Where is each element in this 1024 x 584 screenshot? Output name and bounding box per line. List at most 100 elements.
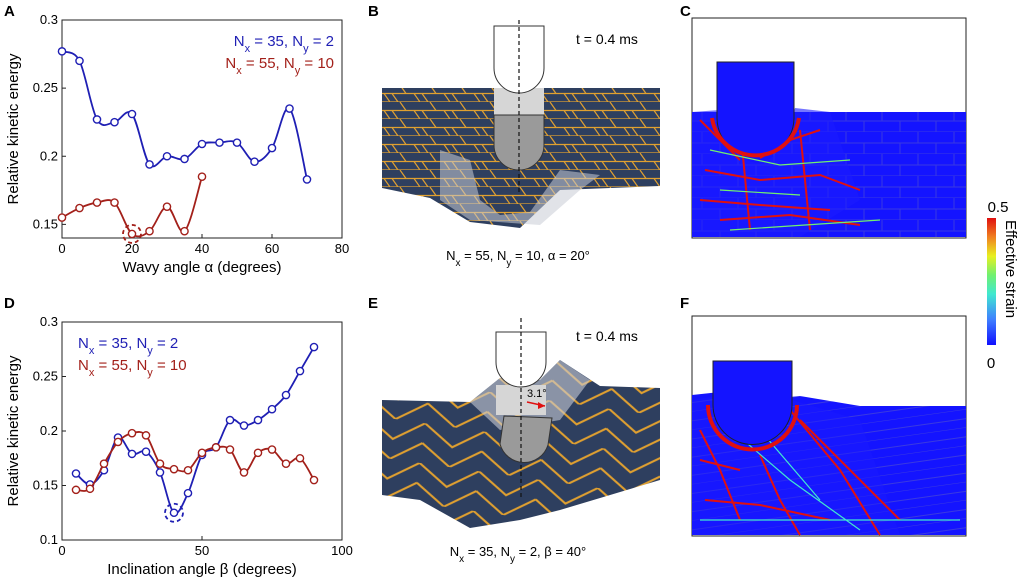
chart-a-series-2-point bbox=[180, 226, 189, 236]
chart-a: 0 20 40 60 80 0.15 0.2 0.25 0.3 Wavy angle α (deg… bbox=[5, 12, 349, 276]
chart-d-xtick-label: 100 bbox=[331, 543, 353, 558]
chart-d-series-2-point bbox=[197, 448, 207, 458]
chart-d-legend-1: Nx = 35, Ny = 2 bbox=[78, 335, 178, 357]
simulation-b: t = 0.4 ms Nx = 55, Ny = 10, α = 20° bbox=[382, 18, 660, 269]
projectile-f bbox=[712, 360, 793, 445]
projectile-shadow-e bbox=[499, 415, 553, 464]
chart-a-ytick-label: 0.25 bbox=[33, 80, 58, 95]
chart-a-highlight-circle bbox=[122, 224, 142, 244]
chart-d-series-2-point bbox=[253, 448, 263, 458]
chart-a-ytick-label: 0.15 bbox=[33, 216, 58, 231]
chart-d-series-1-point bbox=[295, 366, 305, 376]
chart-d-xlabel: Inclination angle β (degrees) bbox=[107, 561, 297, 578]
chart-a-ylabel: Relative kinetic energy bbox=[5, 53, 22, 204]
colorbar-title: Effective strain bbox=[1002, 220, 1019, 318]
chart-a-series-1-point bbox=[57, 47, 67, 56]
colorbar-gradient bbox=[987, 218, 996, 345]
chart-d-xtick-label: 0 bbox=[58, 543, 65, 558]
chart-d-ytick-label: 0.15 bbox=[33, 478, 58, 493]
chart-a-series-2-point bbox=[75, 203, 84, 213]
time-label-b: t = 0.4 ms bbox=[576, 31, 638, 47]
time-label-e: t = 0.4 ms bbox=[576, 328, 638, 344]
chart-d-series-1-point bbox=[183, 488, 193, 498]
chart-a-series-2-point bbox=[92, 198, 102, 207]
chart-a-xtick-label: 20 bbox=[125, 241, 139, 256]
deflection-angle: 3.1° bbox=[527, 388, 547, 400]
chart-d-series-2-point bbox=[113, 437, 123, 447]
chart-a-series-1-point bbox=[110, 117, 119, 127]
chart-d-ylabel: Relative kinetic energy bbox=[5, 355, 22, 506]
chart-d-series-1-point bbox=[225, 415, 235, 425]
caption-b: Nx = 55, Ny = 10, α = 20° bbox=[446, 248, 590, 269]
chart-a-series-1-point bbox=[197, 139, 207, 149]
chart-a-series-2-point bbox=[57, 213, 67, 222]
chart-a-series-1-point bbox=[162, 151, 172, 161]
caption-e: Nx = 35, Ny = 2, β = 40° bbox=[450, 544, 587, 565]
chart-d-series-2-point bbox=[85, 484, 95, 494]
chart-a-frame bbox=[61, 19, 343, 239]
chart-a-series-2-point bbox=[162, 202, 172, 211]
chart-a-series-2-point bbox=[127, 229, 137, 239]
chart-d-legend-2: Nx = 55, Ny = 10 bbox=[78, 357, 187, 379]
panel-label-e: E bbox=[368, 295, 378, 312]
chart-a-series-1-point bbox=[75, 56, 84, 66]
chart-d-series-2-point bbox=[267, 445, 277, 454]
chart-a-legend-1: Nx = 35, Ny = 2 bbox=[234, 33, 334, 55]
chart-a-series-2-point bbox=[145, 226, 154, 236]
chart-a-series-1-point bbox=[127, 109, 137, 119]
chart-a-series-1-point bbox=[267, 143, 277, 153]
chart-d-frame bbox=[61, 321, 343, 541]
panel-label-b: B bbox=[368, 3, 379, 20]
chart-a-series-1-point bbox=[302, 175, 312, 184]
chart-a-series-2-point bbox=[110, 198, 119, 207]
chart-d-series-2-point bbox=[309, 475, 319, 485]
chart-d-ytick-label: 0.3 bbox=[40, 314, 58, 329]
chart-d-series-2-point bbox=[225, 445, 235, 454]
chart-d-series-2-point bbox=[169, 464, 179, 474]
chart-d-series-2-point bbox=[141, 431, 151, 440]
chart-d-series-2-point bbox=[99, 459, 109, 469]
chart-d-ytick-label: 0.1 bbox=[40, 532, 58, 547]
chart-d-series-1-point bbox=[281, 390, 291, 400]
panel-label-d: D bbox=[4, 295, 15, 312]
chart-d-series-2-point bbox=[239, 468, 249, 477]
projectile-outline-e bbox=[495, 331, 547, 388]
projectile-c bbox=[716, 61, 795, 157]
chart-d-series-2-point bbox=[155, 459, 165, 469]
chart-a-series-2-point bbox=[197, 172, 207, 181]
colorbar: 0.5 0 Effective strain bbox=[987, 199, 1019, 372]
simulation-e: 3.1° t = 0.4 ms Nx = 35, Ny = 2, β = 40° bbox=[382, 316, 660, 565]
chart-d-series-2-point bbox=[211, 443, 221, 452]
chart-a-series-1-point bbox=[92, 115, 102, 124]
chart-d-highlight-circle bbox=[164, 502, 184, 523]
chart-a-xtick-label: 80 bbox=[335, 241, 349, 256]
panel-label-a: A bbox=[4, 3, 15, 20]
chart-d-series-1-point bbox=[309, 342, 319, 352]
chart-d-series-2-point bbox=[295, 453, 305, 463]
colorbar-max: 0.5 bbox=[988, 199, 1009, 216]
chart-a-series-1-point bbox=[180, 154, 189, 164]
chart-d-series-1-point bbox=[169, 508, 179, 518]
colorbar-min: 0 bbox=[987, 355, 995, 372]
chart-d-ytick-label: 0.2 bbox=[40, 423, 58, 438]
chart-d-series-1-point bbox=[253, 415, 263, 425]
projectile-outline bbox=[493, 25, 545, 94]
chart-d-series-2-point bbox=[71, 485, 81, 495]
chart-a-series-1-point bbox=[250, 157, 259, 166]
chart-d-series-2-point bbox=[127, 428, 137, 438]
strain-field-c bbox=[691, 17, 967, 239]
chart-a-xtick-label: 40 bbox=[195, 241, 209, 256]
chart-d-ytick-label: 0.25 bbox=[33, 369, 58, 384]
chart-d: 0 50 100 0.1 0.15 0.2 0.25 0.3 Inclination angle… bbox=[5, 314, 353, 578]
chart-d-series-1-point bbox=[71, 469, 81, 478]
chart-a-xtick-label: 60 bbox=[265, 241, 279, 256]
chart-a-series-1-point bbox=[232, 138, 242, 147]
chart-d-series-1-point bbox=[141, 447, 151, 457]
chart-a-xlabel: Wavy angle α (degrees) bbox=[122, 259, 281, 276]
chart-a-series-1-point bbox=[285, 104, 294, 113]
chart-d-series-1-point bbox=[267, 404, 277, 414]
chart-d-series-2-point bbox=[281, 459, 291, 469]
chart-a-legend-2: Nx = 55, Ny = 10 bbox=[225, 55, 334, 77]
chart-d-series-2-point bbox=[183, 465, 193, 475]
